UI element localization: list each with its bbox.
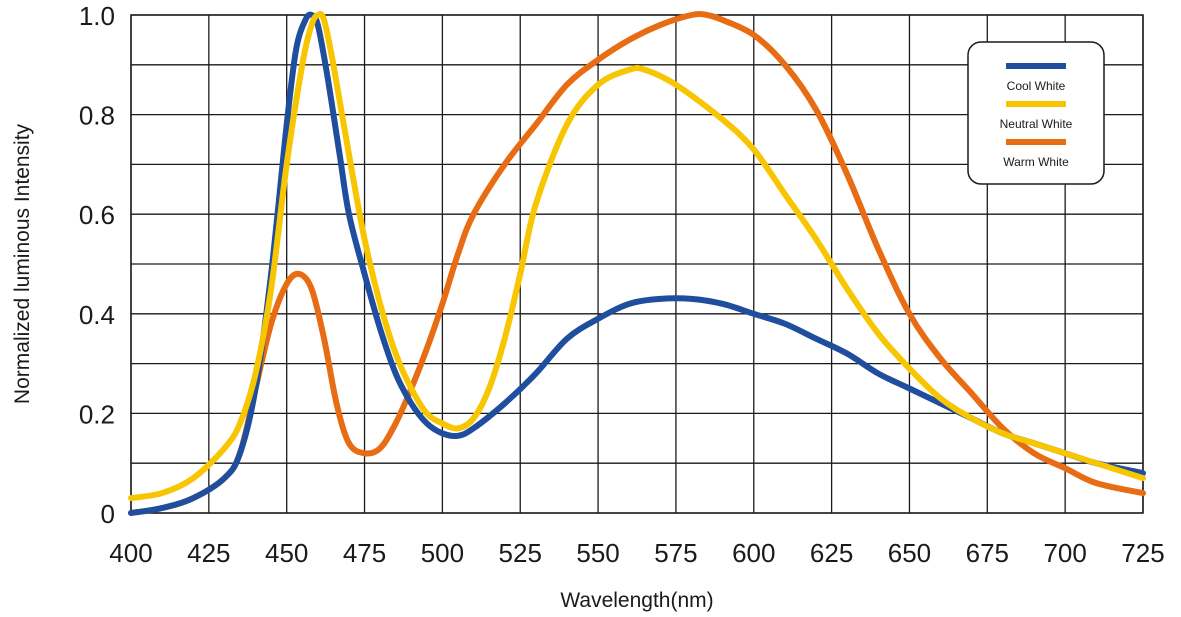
x-tick-label-4: 500 <box>421 538 464 568</box>
y-tick-label-5: 1.0 <box>79 1 115 31</box>
x-tick-label-12: 700 <box>1043 538 1086 568</box>
x-axis-ticks: 400 425 450 475 500 525 550 575 600 625 650 675 700 7… <box>109 538 1164 568</box>
x-tick-label-5: 525 <box>499 538 542 568</box>
legend-label-warm-white: Warm White <box>1003 155 1069 169</box>
x-tick-label-2: 450 <box>265 538 308 568</box>
y-tick-label-3: 0.6 <box>79 200 115 230</box>
x-tick-label-11: 675 <box>966 538 1009 568</box>
y-axis-ticks: 0 0.2 0.4 0.6 0.8 1.0 <box>79 1 115 529</box>
legend-box <box>967 41 1105 185</box>
plot-frame <box>130 14 1144 514</box>
series-line-cool-white <box>128 11 1146 516</box>
legend-entries: Cool White Neutral White Warm White <box>1000 63 1073 169</box>
x-tick-label-9: 625 <box>810 538 853 568</box>
x-tick-label-8: 600 <box>732 538 775 568</box>
legend-label-cool-white: Cool White <box>1007 79 1066 93</box>
y-tick-label-4: 0.8 <box>79 101 115 131</box>
x-tick-label-1: 425 <box>187 538 230 568</box>
series-group <box>128 11 1146 516</box>
x-tick-label-7: 575 <box>654 538 697 568</box>
y-tick-label-1: 0.2 <box>79 399 115 429</box>
x-tick-label-10: 650 <box>888 538 931 568</box>
y-tick-label-2: 0.4 <box>79 300 115 330</box>
series-line-warm-white <box>128 11 1146 516</box>
x-tick-label-0: 400 <box>109 538 152 568</box>
x-tick-label-6: 550 <box>576 538 619 568</box>
x-tick-label-13: 725 <box>1121 538 1164 568</box>
x-axis-title: Wavelength(nm) <box>560 589 713 612</box>
series-line-neutral-white <box>128 11 1146 502</box>
legend: Cool White Neutral White Warm White <box>967 41 1105 185</box>
y-tick-label-0: 0 <box>101 499 115 529</box>
legend-label-neutral-white: Neutral White <box>1000 117 1073 131</box>
y-axis-title: Normalized luminous Intensity <box>11 123 34 404</box>
x-tick-label-3: 475 <box>343 538 386 568</box>
